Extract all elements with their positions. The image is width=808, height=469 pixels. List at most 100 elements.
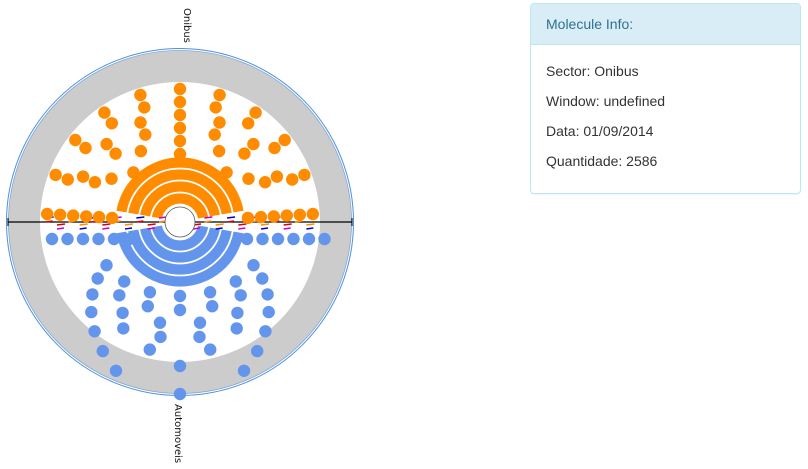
top-molecule-dot (270, 170, 284, 183)
dot-layer (41, 82, 331, 401)
bottom-molecule-dot (173, 289, 187, 303)
bottom-molecule-dot (143, 286, 157, 299)
center-mark (147, 223, 156, 226)
top-molecule-dot (242, 172, 255, 185)
center-mark (260, 227, 269, 230)
date-value: 01/09/2014 (583, 123, 654, 139)
top-molecule-dot (209, 101, 222, 114)
bottom-molecule-dot (240, 232, 254, 246)
top-molecule-dot (213, 88, 226, 102)
top-molecule-dot (268, 141, 281, 155)
bottom-molecule-dot (96, 344, 110, 358)
center-mark (226, 220, 235, 223)
top-molecule-dot (247, 137, 260, 151)
top-molecule-dot (69, 133, 82, 147)
bottom-molecule-dot (247, 259, 260, 272)
bottom-molecule-dot (206, 300, 219, 313)
top-molecule-dot (54, 208, 67, 221)
top-molecule-dot (127, 166, 140, 179)
molecule-chart: Onibus Automoveis (6, 8, 354, 463)
top-molecule-dot (134, 144, 148, 158)
bottom-molecule-dot (45, 232, 59, 246)
center-mark (204, 220, 212, 223)
center-mark (283, 223, 292, 226)
top-molecule-dot (173, 82, 187, 96)
center-mark (306, 223, 315, 226)
sector-label: Sector: (546, 63, 595, 79)
center-mark (124, 223, 134, 226)
bottom-molecule-dot (234, 289, 247, 302)
window-value: undefined (603, 93, 666, 109)
bottom-molecule-dot (251, 344, 264, 358)
center-mark (192, 227, 201, 230)
top-molecule-dot (298, 168, 311, 182)
center-mark (102, 227, 110, 230)
bottom-molecule-dot (109, 364, 123, 377)
top-molecule-dot (242, 117, 255, 130)
bottom-molecule-dot (256, 232, 269, 246)
panel-body: Sector: Onibus Window: undefined Data: 0… (531, 45, 800, 176)
center-mark (136, 216, 145, 219)
bottom-molecule-dot (92, 232, 105, 246)
top-molecule-dot (208, 128, 221, 141)
top-molecule-dot (280, 209, 293, 222)
bottom-molecule-dot (230, 322, 243, 335)
top-molecule-dot (249, 106, 262, 119)
top-molecule-dot (173, 121, 187, 135)
bottom-molecule-dot (141, 300, 154, 313)
bottom-molecule-dot (61, 232, 74, 246)
top-molecule-dot (105, 172, 118, 185)
top-molecule-dot (105, 211, 119, 225)
top-arc-band (127, 168, 233, 216)
top-molecule-dot (76, 170, 90, 183)
center-mark (306, 227, 314, 230)
bottom-molecule-dot (91, 272, 104, 285)
center-hole (164, 206, 196, 238)
top-molecule-dot (258, 176, 272, 189)
bottom-arc-band (115, 230, 245, 288)
bottom-molecule-dot (173, 359, 187, 373)
center-mark (79, 227, 87, 230)
top-molecule-dot (293, 208, 306, 221)
bottom-molecule-dot (100, 259, 113, 272)
bottom-molecule-dot (237, 364, 251, 377)
center-mark (56, 227, 65, 230)
bottom-molecule-dot (193, 316, 207, 329)
bottom-molecule-dot (113, 289, 126, 302)
date-label: Data: (546, 123, 584, 139)
bottom-molecule-dot (143, 343, 156, 356)
bottom-molecule-dot (203, 286, 217, 299)
top-molecule-dot (61, 173, 74, 186)
bottom-molecule-dot (231, 306, 244, 320)
top-molecule-dot (220, 166, 233, 179)
center-mark (283, 227, 291, 230)
top-molecule-dot (134, 116, 147, 129)
bottom-molecule-dot (88, 325, 101, 338)
bottom-molecule-dot (318, 232, 331, 246)
bottom-molecule-dot (256, 272, 269, 285)
top-molecule-dot (238, 147, 251, 160)
center-mark (136, 220, 144, 223)
top-molecule-dot (173, 108, 187, 122)
top-molecule-dot (80, 210, 93, 223)
sector-value: Onibus (594, 63, 639, 79)
top-molecule-dot (134, 88, 147, 102)
center-mark (215, 223, 224, 226)
center-mark (238, 227, 246, 230)
top-molecule-dot (79, 141, 92, 155)
bottom-molecule-dot (204, 343, 217, 356)
bottom-molecule-dot (261, 288, 274, 301)
quantity-label: Quantidade: (546, 153, 627, 169)
center-mark (147, 227, 155, 230)
bottom-molecule-dot (86, 288, 99, 301)
quantity-value: 2586 (626, 153, 658, 169)
panel-title: Molecule Info: (531, 4, 800, 45)
top-molecule-dot (67, 209, 80, 222)
bottom-molecule-dot (259, 325, 272, 338)
top-molecule-dot (254, 210, 268, 224)
top-molecule-dot (267, 210, 280, 223)
molecule-info-panel: Molecule Info: Sector: Onibus Window: un… (530, 3, 801, 194)
date-row: Data: 01/09/2014 (546, 116, 785, 146)
bottom-arc-band (150, 224, 210, 252)
center-mark (226, 216, 236, 219)
